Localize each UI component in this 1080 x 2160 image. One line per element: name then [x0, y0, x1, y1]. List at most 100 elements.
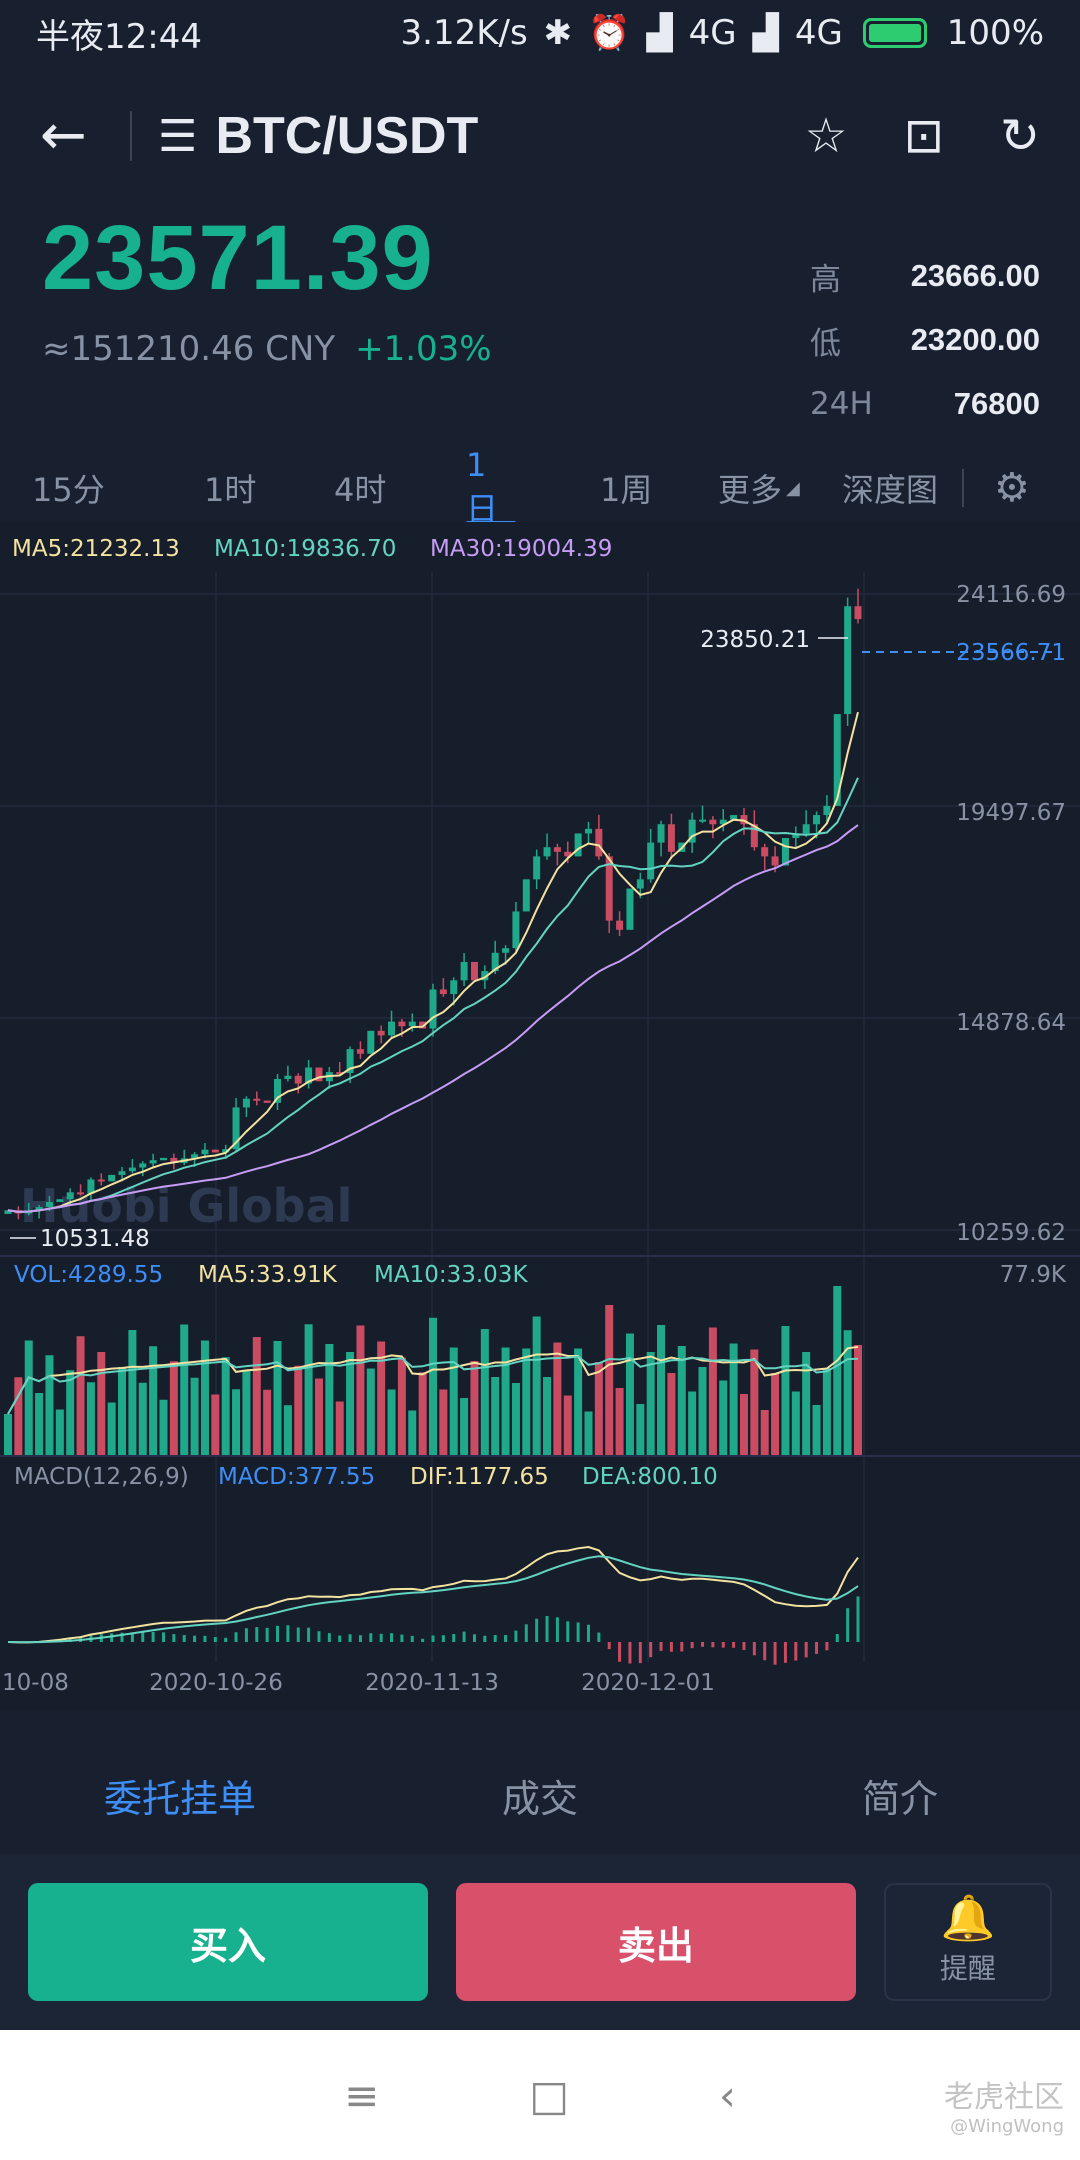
- volume-bar-24: [252, 1337, 261, 1456]
- pair-menu-icon[interactable]: ☰: [158, 110, 198, 162]
- candle-body-81: [844, 606, 852, 715]
- volume-bar-43: [449, 1347, 458, 1456]
- volume-bar-9: [97, 1352, 106, 1456]
- volume-bar-39: [408, 1410, 417, 1456]
- candle-body-8: [87, 1179, 95, 1194]
- volume-bar-82: [854, 1345, 862, 1456]
- price-tick-3: 14878.64: [956, 1010, 1066, 1036]
- low-value: 23200.00: [910, 322, 1040, 357]
- screenshot-icon[interactable]: ⊡: [903, 108, 944, 164]
- volume-bar-7: [76, 1336, 85, 1456]
- buy-button[interactable]: 买入: [28, 1883, 428, 2001]
- favorite-star-icon[interactable]: ☆: [804, 108, 848, 164]
- dea-line: [7, 1555, 859, 1644]
- ma5-legend: MA5:21232.13: [12, 536, 180, 562]
- candle-body-5: [56, 1199, 64, 1202]
- candle-body-34: [356, 1049, 364, 1054]
- trade-bar: 买入 卖出 🔔 提醒: [0, 1854, 1080, 2030]
- volume-bar-14: [149, 1346, 158, 1456]
- tab-1d[interactable]: 1日: [466, 446, 516, 528]
- volume-bar-45: [470, 1361, 479, 1456]
- candle-body-37: [388, 1021, 396, 1036]
- chart-settings-icon[interactable]: ⚙: [994, 465, 1030, 511]
- candle-body-44: [460, 961, 468, 981]
- sell-button[interactable]: 卖出: [455, 1883, 856, 2001]
- volume-bar-74: [771, 1373, 780, 1456]
- volume-label: 24H: [810, 386, 873, 422]
- nav-home-icon[interactable]: □: [529, 2070, 570, 2120]
- tab-depth[interactable]: 深度图: [842, 471, 939, 509]
- date-label-4: 2020-12-01: [581, 1670, 715, 1696]
- candle-body-74: [771, 856, 779, 866]
- candle-body-70: [730, 815, 738, 820]
- tab-intro[interactable]: 简介: [861, 1776, 938, 1821]
- candle-body-33: [346, 1049, 354, 1074]
- candle-body-78: [813, 815, 821, 825]
- kline-chart[interactable]: MA5:21232.13 MA10:19836.70 MA30:19004.39…: [0, 522, 1080, 1710]
- volume-bar-67: [698, 1367, 707, 1456]
- candle-body-64: [667, 824, 675, 852]
- volume-bar-22: [232, 1389, 241, 1456]
- candle-body-61: [636, 879, 644, 889]
- macd-value-legend: MACD:377.55: [218, 1464, 375, 1490]
- volume-bar-68: [708, 1327, 717, 1456]
- back-arrow-icon[interactable]: ←: [40, 103, 87, 168]
- date-label-1: 10-08: [2, 1670, 69, 1696]
- candle-body-82: [854, 606, 862, 620]
- tab-15m[interactable]: 15分: [32, 471, 105, 509]
- candle-body-22: [232, 1107, 240, 1150]
- vol-max-label: 77.9K: [1000, 1262, 1067, 1288]
- status-bar: 半夜12:44 3.12K/s ✱ ⏰ ▟ 4G ▟ 4G 100%: [0, 0, 1080, 66]
- tab-orders[interactable]: 委托挂单: [103, 1776, 256, 1821]
- ma30-line: [7, 824, 859, 1213]
- candles-layer: [4, 588, 862, 1220]
- volume-bar-36: [377, 1341, 386, 1456]
- candle-body-7: [77, 1192, 85, 1195]
- volume-bar-48: [501, 1347, 510, 1456]
- volume-bar-25: [263, 1389, 272, 1456]
- net-speed: 3.12K/s: [400, 13, 528, 53]
- bluetooth-icon: ✱: [543, 13, 573, 53]
- candle-body-77: [802, 824, 810, 834]
- high-marker: 23850.21: [700, 627, 810, 653]
- volume-bar-3: [35, 1393, 44, 1456]
- alert-label: 提醒: [939, 1952, 996, 1985]
- refresh-icon[interactable]: ↻: [999, 108, 1040, 164]
- volume-bar-71: [739, 1394, 748, 1456]
- volume-bar-23: [242, 1370, 251, 1456]
- dif-legend: DIF:1177.65: [410, 1464, 549, 1490]
- chart-grid: [0, 572, 1080, 1662]
- candle-body-55: [574, 833, 582, 857]
- volume-bar-57: [594, 1362, 603, 1456]
- candle-body-67: [699, 819, 707, 822]
- tab-trades[interactable]: 成交: [501, 1776, 578, 1821]
- volume-bar-58: [605, 1305, 614, 1456]
- tab-1w[interactable]: 1周: [600, 471, 653, 509]
- section-tabs: 委托挂单 成交 简介: [0, 1736, 1080, 1854]
- candle-body-16: [170, 1157, 178, 1163]
- candle-body-52: [543, 847, 551, 857]
- watermark-brand: 老虎社区: [944, 2080, 1064, 2115]
- volume-bar-53: [553, 1342, 562, 1456]
- volume-bar-60: [625, 1333, 634, 1456]
- volume-bar-64: [667, 1373, 676, 1456]
- nav-menu-icon[interactable]: ≡: [344, 2070, 380, 2120]
- battery-level: 100%: [946, 13, 1044, 53]
- volume-bar-46: [480, 1329, 489, 1456]
- ma5-line: [7, 711, 859, 1213]
- tab-more-label: 更多: [718, 471, 783, 509]
- volume-bar-8: [86, 1382, 95, 1456]
- nav-back-icon[interactable]: ‹: [719, 2070, 736, 2120]
- pair-title[interactable]: BTC/USDT: [215, 107, 479, 165]
- tab-1h[interactable]: 1时: [204, 471, 257, 509]
- volume-bar-35: [366, 1368, 375, 1456]
- tab-more[interactable]: 更多 ◢: [718, 452, 808, 524]
- tab-4h[interactable]: 4时: [334, 471, 387, 509]
- volume-bar-2: [24, 1340, 33, 1456]
- volume-bar-70: [729, 1343, 738, 1456]
- volume-bar-78: [812, 1405, 821, 1456]
- kline-svg[interactable]: MA5:21232.13 MA10:19836.70 MA30:19004.39…: [0, 522, 1080, 1710]
- alert-button[interactable]: 🔔 提醒: [883, 1883, 1052, 2001]
- vol-legend: VOL:4289.55: [14, 1262, 163, 1288]
- candle-body-51: [533, 856, 541, 880]
